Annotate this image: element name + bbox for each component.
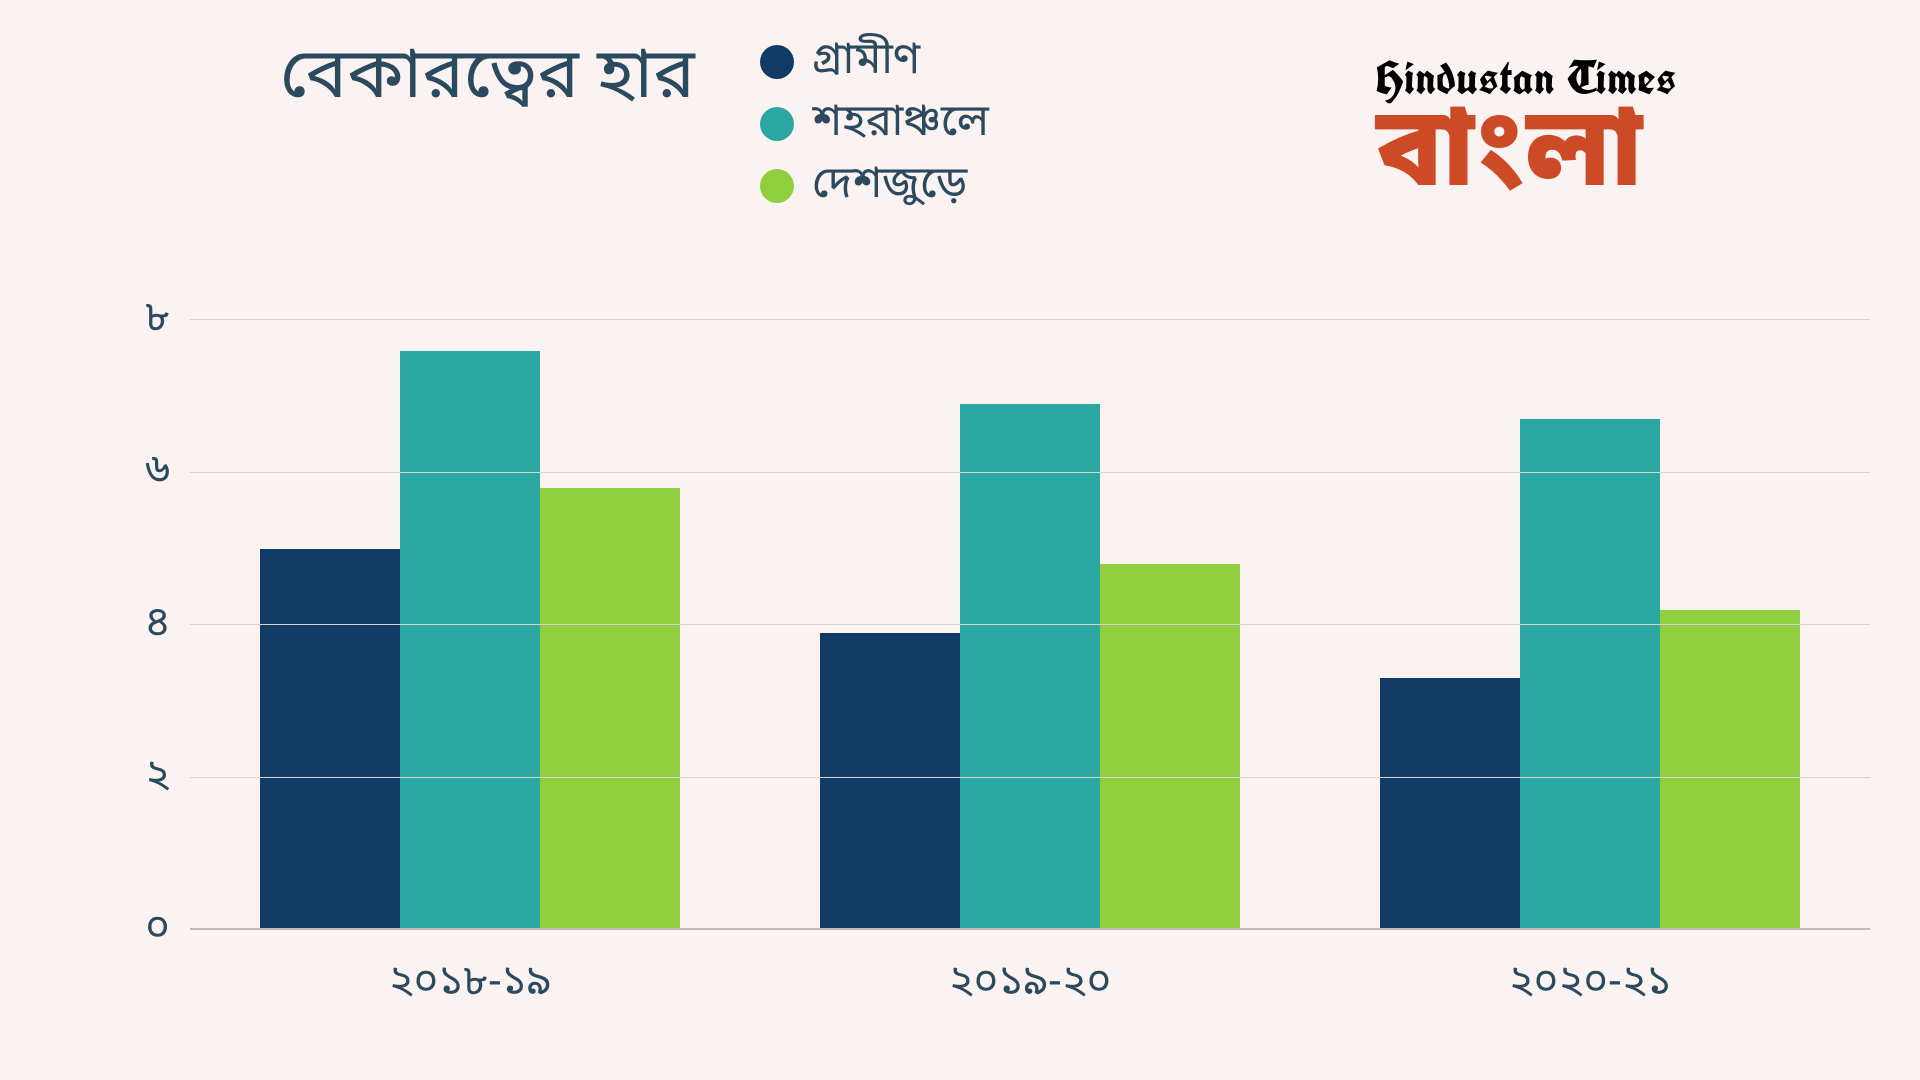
bar bbox=[960, 404, 1100, 930]
x-axis-labels: ২০১৮-১৯ ২০১৯-২০ ২০২০-২১ bbox=[190, 956, 1870, 1012]
chart-title: বেকারত্বের হার bbox=[280, 40, 720, 121]
bar bbox=[1100, 564, 1240, 930]
bar bbox=[260, 549, 400, 930]
legend-label: দেশজুড়ে bbox=[812, 164, 967, 208]
y-axis-tick-label: ৬ bbox=[120, 445, 170, 501]
bar bbox=[1520, 419, 1660, 930]
legend: গ্রামীণ শহরাঞ্চলে দেশজুড়ে bbox=[760, 40, 989, 208]
legend-item: শহরাঞ্চলে bbox=[760, 102, 989, 146]
legend-item: দেশজুড়ে bbox=[760, 164, 989, 208]
x-axis-label: ২০১৯-২০ bbox=[750, 956, 1310, 1012]
bar-groups bbox=[190, 320, 1870, 930]
legend-label: শহরাঞ্চলে bbox=[812, 102, 989, 146]
logo-bottom-text: বাংলা bbox=[1376, 108, 1677, 207]
publisher-logo: Hindustan Times বাংলা bbox=[1376, 48, 1677, 207]
bar bbox=[540, 488, 680, 930]
legend-swatch-icon bbox=[760, 107, 794, 141]
y-axis-tick-label: ৮ bbox=[120, 292, 170, 348]
legend-swatch-icon bbox=[760, 45, 794, 79]
bar bbox=[400, 351, 540, 931]
y-axis-tick-label: ২ bbox=[120, 750, 170, 806]
x-axis-label: ২০২০-২১ bbox=[1310, 956, 1870, 1012]
legend-swatch-icon bbox=[760, 169, 794, 203]
legend-item: গ্রামীণ bbox=[760, 40, 989, 84]
bar-group bbox=[190, 320, 750, 930]
gridline bbox=[190, 319, 1870, 320]
y-axis-tick-label: ০ bbox=[120, 902, 170, 958]
bar bbox=[820, 633, 960, 930]
plot-inner: ০২৪৬৮ bbox=[190, 320, 1870, 930]
bar bbox=[1380, 678, 1520, 930]
bar bbox=[1660, 610, 1800, 930]
gridline bbox=[190, 777, 1870, 778]
gridline bbox=[190, 472, 1870, 473]
plot-area: ০২৪৬৮ ২০১৮-১৯ ২০১৯-২০ ২০২০-২১ bbox=[190, 320, 1870, 930]
y-axis-tick-label: ৪ bbox=[120, 597, 170, 653]
baseline bbox=[190, 928, 1870, 930]
gridline bbox=[190, 624, 1870, 625]
bar-group bbox=[1310, 320, 1870, 930]
legend-label: গ্রামীণ bbox=[812, 40, 920, 84]
chart-canvas: বেকারত্বের হার গ্রামীণ শহরাঞ্চলে দেশজুড়… bbox=[0, 0, 1920, 1080]
bar-group bbox=[750, 320, 1310, 930]
x-axis-label: ২০১৮-১৯ bbox=[190, 956, 750, 1012]
